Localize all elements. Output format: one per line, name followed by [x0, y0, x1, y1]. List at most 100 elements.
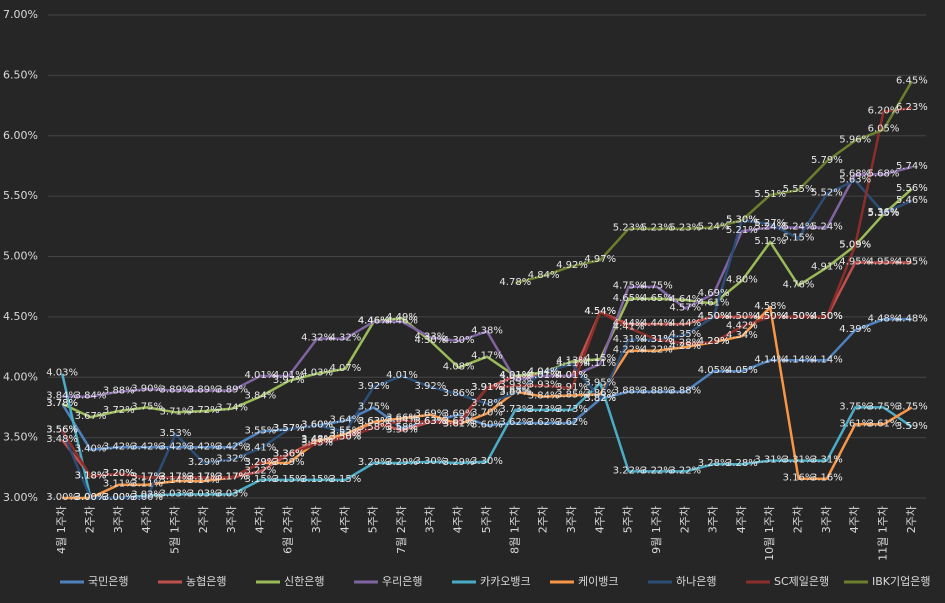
data-label: 3.32% — [216, 453, 248, 464]
data-label: 4.32% — [329, 333, 361, 344]
data-label: 4.29% — [698, 336, 730, 347]
data-label: 3.93% — [528, 380, 560, 391]
data-label: 3.88% — [641, 386, 673, 397]
data-label: 4.14% — [783, 354, 815, 365]
data-label: 4.50% — [783, 311, 815, 322]
data-label: 5.09% — [839, 240, 871, 251]
data-label: 4.22% — [613, 345, 645, 356]
x-tick-label: 4주차 — [338, 506, 351, 533]
data-label: 3.87% — [499, 387, 531, 398]
data-label: 3.88% — [613, 386, 645, 397]
data-label: 3.31% — [811, 455, 843, 466]
data-label: 4.01% — [528, 370, 560, 381]
data-label: 3.61% — [839, 418, 871, 429]
data-label: 4.50% — [811, 311, 843, 322]
data-label: 4.69% — [698, 288, 730, 299]
data-label: 3.40% — [75, 444, 107, 455]
data-label: 5.36% — [868, 207, 900, 218]
data-label: 5.09% — [839, 240, 871, 251]
data-label: 3.42% — [131, 441, 163, 452]
data-label: 3.17% — [160, 471, 192, 482]
data-label: 3.73% — [528, 404, 560, 415]
data-label: 5.96% — [839, 135, 871, 146]
data-label: 3.78% — [471, 398, 503, 409]
x-tick-label: 3주차 — [310, 506, 323, 533]
data-label: 3.22% — [613, 465, 645, 476]
data-label: 4.39% — [839, 324, 871, 335]
data-label: 3.47% — [301, 435, 333, 446]
data-label: 3.60% — [471, 420, 503, 431]
data-label: 3.22% — [641, 465, 673, 476]
data-label: 3.36% — [273, 449, 305, 460]
data-label: 3.29% — [386, 457, 418, 468]
data-label: 3.63% — [414, 416, 446, 427]
data-label: 3.58% — [358, 422, 390, 433]
y-tick-label: 3.00% — [3, 491, 38, 504]
data-label: 3.18% — [75, 470, 107, 481]
x-tick-label: 3주차 — [112, 506, 125, 533]
data-label: 3.61% — [443, 418, 475, 429]
data-label: 4.95% — [896, 257, 928, 268]
data-label: 4.15% — [584, 353, 616, 364]
series-line — [61, 318, 912, 451]
data-label: 4.13% — [556, 356, 588, 367]
data-label: 3.82% — [584, 393, 616, 404]
data-label: 3.11% — [131, 479, 163, 490]
data-label: 5.24% — [783, 222, 815, 233]
legend-label: 신한은행 — [284, 575, 324, 588]
data-label: 3.86% — [443, 388, 475, 399]
data-label: 5.12% — [754, 236, 786, 247]
data-label: 4.78% — [499, 277, 531, 288]
x-tick-label: 6월 2주차 — [282, 506, 295, 554]
data-label: 4.35% — [669, 329, 701, 340]
data-label: 3.89% — [216, 385, 248, 396]
data-label: 3.72% — [188, 405, 220, 416]
data-label: 3.14% — [188, 475, 220, 486]
data-label: 3.31% — [754, 455, 786, 466]
x-tick-label: 4주차 — [452, 506, 465, 533]
data-label: 3.30% — [414, 456, 446, 467]
data-label: 3.63% — [358, 416, 390, 427]
data-label: 4.04% — [528, 366, 560, 377]
data-label: 3.17% — [188, 471, 220, 482]
data-label: 3.89% — [188, 385, 220, 396]
data-label: 3.73% — [499, 404, 531, 415]
data-label: 3.42% — [188, 441, 220, 452]
y-tick-label: 4.50% — [3, 310, 38, 323]
data-label: 4.65% — [613, 293, 645, 304]
data-label: 3.70% — [471, 407, 503, 418]
data-label: 4.11% — [584, 358, 616, 369]
x-tick-label: 11월 1주차 — [877, 506, 890, 561]
data-label: 4.34% — [726, 330, 758, 341]
data-label: 3.57% — [273, 423, 305, 434]
data-label: 3.93% — [499, 380, 531, 391]
data-label: 4.42% — [726, 321, 758, 332]
data-label: 3.15% — [273, 474, 305, 485]
data-label: 3.62% — [556, 417, 588, 428]
data-label: 3.72% — [103, 405, 135, 416]
data-label: 4.76% — [783, 279, 815, 290]
data-label: 3.00% — [75, 492, 107, 503]
data-label: 4.61% — [698, 298, 730, 309]
data-label: 3.00% — [131, 492, 163, 503]
data-label: 3.78% — [46, 398, 78, 409]
data-label: 4.95% — [868, 257, 900, 268]
x-tick-label: 3주차 — [225, 506, 238, 533]
data-label: 4.58% — [754, 301, 786, 312]
data-label: 4.41% — [613, 322, 645, 333]
data-label: 3.86% — [584, 388, 616, 399]
data-label: 3.15% — [301, 474, 333, 485]
data-label: 3.17% — [188, 471, 220, 482]
data-label: 4.92% — [556, 260, 588, 271]
data-label: 4.01% — [245, 370, 277, 381]
data-label: 3.75% — [131, 401, 163, 412]
data-label: 4.30% — [414, 335, 446, 346]
series-line — [61, 106, 912, 479]
data-label: 3.30% — [471, 456, 503, 467]
data-label: 5.79% — [811, 155, 843, 166]
data-label: 3.03% — [160, 488, 192, 499]
data-label: 4.30% — [443, 335, 475, 346]
data-label: 3.36% — [273, 449, 305, 460]
data-label: 3.02% — [131, 490, 163, 501]
series-line — [62, 165, 913, 398]
